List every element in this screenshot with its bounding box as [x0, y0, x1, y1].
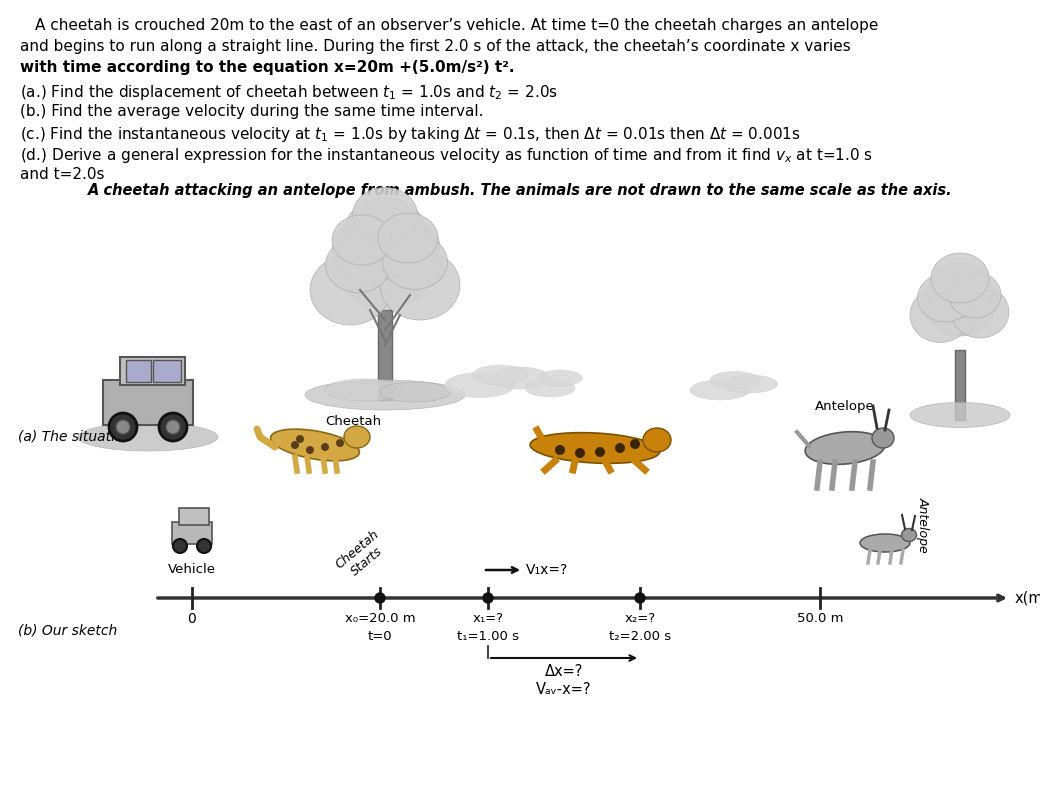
- Ellipse shape: [340, 230, 430, 310]
- Text: (b) Our sketch: (b) Our sketch: [18, 623, 118, 637]
- Ellipse shape: [872, 428, 894, 448]
- Text: (a.) Find the displacement of cheetah between $t_1$ = 1.0s and $t_2$ = 2.0s: (a.) Find the displacement of cheetah be…: [20, 83, 558, 102]
- Text: t₂=2.00 s: t₂=2.00 s: [609, 630, 671, 643]
- Ellipse shape: [333, 217, 408, 282]
- Text: and t=2.0s: and t=2.0s: [20, 167, 104, 182]
- Circle shape: [630, 439, 640, 449]
- Text: Cheetah: Cheetah: [324, 415, 381, 428]
- Bar: [103, 380, 193, 425]
- Text: 0: 0: [187, 612, 197, 626]
- Ellipse shape: [643, 428, 671, 452]
- Circle shape: [595, 447, 605, 457]
- Ellipse shape: [951, 286, 1009, 338]
- Ellipse shape: [383, 235, 447, 289]
- Ellipse shape: [380, 382, 450, 402]
- Circle shape: [166, 420, 180, 434]
- Ellipse shape: [860, 534, 910, 552]
- Ellipse shape: [710, 371, 760, 389]
- Ellipse shape: [310, 255, 390, 325]
- Circle shape: [575, 448, 584, 458]
- Ellipse shape: [525, 379, 575, 397]
- Ellipse shape: [370, 218, 440, 278]
- Circle shape: [483, 593, 493, 603]
- Ellipse shape: [380, 250, 460, 320]
- Text: Vₐᵥ-x=?: Vₐᵥ-x=?: [537, 682, 592, 697]
- Text: Cheetah
Starts: Cheetah Starts: [333, 528, 391, 583]
- Ellipse shape: [902, 528, 916, 542]
- Text: x₂=?: x₂=?: [624, 612, 655, 625]
- Ellipse shape: [928, 262, 992, 317]
- Ellipse shape: [332, 215, 392, 265]
- Circle shape: [555, 445, 565, 455]
- Bar: [179, 508, 209, 525]
- Bar: [120, 357, 185, 385]
- Circle shape: [109, 413, 137, 441]
- Text: Antelope: Antelope: [815, 400, 875, 413]
- Ellipse shape: [950, 272, 1000, 318]
- Ellipse shape: [378, 213, 438, 263]
- Circle shape: [321, 443, 329, 451]
- Text: x₀=20.0 m: x₀=20.0 m: [344, 612, 415, 625]
- Ellipse shape: [917, 274, 972, 322]
- Text: V₁x=?: V₁x=?: [526, 563, 568, 577]
- Ellipse shape: [445, 373, 515, 397]
- Circle shape: [116, 420, 130, 434]
- Ellipse shape: [910, 288, 970, 343]
- Text: with time according to the equation x=20m +(5.0m/s²) t².: with time according to the equation x=20…: [20, 60, 515, 75]
- Circle shape: [296, 435, 304, 443]
- Text: 50.0 m: 50.0 m: [797, 612, 843, 625]
- Circle shape: [615, 443, 625, 453]
- Text: and begins to run along a straight line. During the first 2.0 s of the attack, t: and begins to run along a straight line.…: [20, 39, 851, 54]
- Text: Vehicle: Vehicle: [168, 563, 216, 576]
- Text: (b.) Find the average velocity during the same time interval.: (b.) Find the average velocity during th…: [20, 104, 484, 119]
- Text: Antelope: Antelope: [917, 497, 930, 553]
- Text: (a) The situation: (a) The situation: [18, 430, 132, 444]
- Ellipse shape: [490, 367, 550, 389]
- Bar: [126, 360, 151, 382]
- Ellipse shape: [910, 403, 1010, 427]
- Ellipse shape: [925, 274, 995, 336]
- Text: x(m): x(m): [1015, 591, 1040, 606]
- Bar: [172, 522, 212, 544]
- Circle shape: [173, 539, 187, 553]
- Text: x₁=?: x₁=?: [472, 612, 503, 625]
- Text: (c.) Find the instantaneous velocity at $t_1$ = 1.0s by taking $\Delta t$ = 0.1s: (c.) Find the instantaneous velocity at …: [20, 125, 801, 144]
- Ellipse shape: [326, 237, 390, 293]
- Ellipse shape: [78, 423, 218, 451]
- Ellipse shape: [344, 426, 370, 448]
- Ellipse shape: [345, 197, 425, 262]
- Circle shape: [375, 593, 385, 603]
- Ellipse shape: [353, 187, 417, 243]
- Circle shape: [291, 441, 300, 449]
- Ellipse shape: [931, 253, 989, 303]
- Ellipse shape: [538, 370, 582, 386]
- Ellipse shape: [723, 375, 778, 393]
- Text: t=0: t=0: [368, 630, 392, 643]
- Ellipse shape: [472, 365, 527, 385]
- Ellipse shape: [530, 433, 660, 463]
- Bar: [378, 310, 392, 400]
- Ellipse shape: [805, 431, 885, 465]
- Ellipse shape: [690, 380, 750, 400]
- Circle shape: [306, 446, 314, 454]
- Ellipse shape: [270, 429, 360, 461]
- Circle shape: [336, 439, 344, 447]
- Text: (d.) Derive a general expression for the instantaneous velocity as function of t: (d.) Derive a general expression for the…: [20, 146, 874, 165]
- Text: t₁=1.00 s: t₁=1.00 s: [457, 630, 519, 643]
- Bar: [955, 350, 965, 420]
- Ellipse shape: [324, 379, 405, 401]
- Text: A cheetah is crouched 20m to the east of an observer’s vehicle. At time t=0 the : A cheetah is crouched 20m to the east of…: [35, 18, 879, 33]
- Circle shape: [635, 593, 645, 603]
- Circle shape: [197, 539, 211, 553]
- Bar: [153, 360, 181, 382]
- Ellipse shape: [305, 380, 465, 410]
- Circle shape: [159, 413, 187, 441]
- Text: A cheetah attacking an antelope from ambush. The animals are not drawn to the sa: A cheetah attacking an antelope from amb…: [87, 183, 953, 198]
- Text: Δx=?: Δx=?: [545, 664, 583, 679]
- Text: Vehicle: Vehicle: [124, 365, 172, 378]
